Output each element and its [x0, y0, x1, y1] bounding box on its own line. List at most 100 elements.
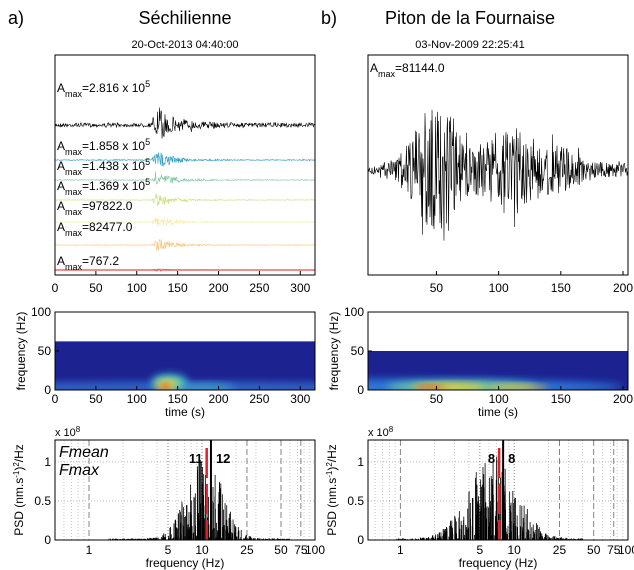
amax-text: =1.858 x 10 — [82, 139, 145, 153]
x-tick-label: 75 — [607, 543, 621, 557]
amax-label: Amax=82477.0 — [57, 220, 133, 238]
amax-label: Amax=2.816 x 105 — [57, 79, 150, 99]
amax-text: =1.438 x 10 — [82, 159, 145, 173]
y-tick-label: 0 — [44, 533, 51, 547]
waveform — [55, 268, 315, 272]
amax-symbol: A — [370, 61, 378, 75]
axes-frame — [54, 54, 316, 276]
label-text: PSD (nm.s — [12, 478, 26, 536]
amax-sub: max — [65, 167, 83, 177]
x-tick-label: 50 — [89, 392, 103, 406]
label-text: ) — [325, 467, 339, 471]
label-text: ) — [12, 467, 26, 471]
amax-text: =767.2 — [82, 254, 119, 268]
multiplier-exp: 8 — [76, 425, 81, 434]
y-tick-label: 0.5 — [347, 494, 364, 508]
x-tick-label: 25 — [553, 543, 567, 557]
amax-label: Amax=767.2 — [57, 254, 119, 272]
amax-symbol: A — [57, 81, 65, 95]
x-tick-label: 50 — [430, 281, 444, 295]
multiplier-exp: 8 — [389, 425, 394, 434]
amax-exp: 5 — [145, 79, 150, 89]
amax-sub: max — [65, 262, 83, 272]
x-tick-label: 10 — [507, 543, 521, 557]
y-multiplier: x 108 — [55, 425, 81, 440]
x-tick-label: 50 — [430, 392, 444, 406]
axes-frame — [367, 54, 629, 276]
heatmap — [368, 351, 628, 390]
amax-text: =2.816 x 10 — [82, 81, 145, 95]
waveform — [54, 171, 316, 185]
y-tick-label: 50 — [38, 344, 52, 358]
x-tick-label: 75 — [294, 543, 308, 557]
x-tick-label: 200 — [613, 281, 633, 295]
heatmap-blob — [415, 385, 446, 390]
x-tick-label: 100 — [618, 543, 634, 557]
amax-symbol: A — [57, 220, 65, 234]
heatmap-blob — [486, 384, 549, 390]
x-tick-label: 250 — [249, 281, 269, 295]
x-tick-label: 150 — [168, 392, 188, 406]
fmean-label: 12 — [216, 451, 230, 466]
heatmap-blob — [159, 383, 172, 390]
x-axis-label: time (s) — [165, 405, 205, 419]
fmax-label: 11 — [189, 451, 203, 466]
amax-label: Amax=81144.0 — [370, 61, 445, 79]
amax-text: =1.369 x 10 — [82, 179, 145, 193]
x-tick-label: 5 — [165, 543, 172, 557]
amax-sub: max — [65, 228, 83, 238]
amax-label: Amax=97822.0 — [57, 199, 133, 217]
panel-date: 03-Nov-2009 22:25:41 — [415, 39, 524, 51]
legend-entry: Fmean — [59, 444, 109, 461]
label-sup: 2 — [12, 462, 21, 467]
x-tick-label: 50 — [274, 543, 288, 557]
multiplier-text: x 10 — [55, 427, 76, 439]
x-tick-label: 10 — [195, 543, 209, 557]
x-axis-label: frequency (Hz) — [459, 556, 538, 570]
label-text: PSD (nm.s — [325, 478, 339, 536]
amax-sub: max — [65, 207, 83, 217]
amax-symbol: A — [57, 159, 65, 173]
amax-label: Amax=1.858 x 105 — [57, 137, 150, 157]
amax-text: =82477.0 — [82, 220, 133, 234]
x-tick-label: 150 — [551, 281, 571, 295]
x-tick-label: 300 — [290, 392, 310, 406]
x-tick-label: 150 — [551, 392, 571, 406]
amax-sub: max — [65, 187, 83, 197]
label-sup: -1 — [325, 470, 334, 478]
x-tick-label: 200 — [613, 392, 633, 406]
legend-entry: Fmax — [59, 462, 100, 479]
amax-text: =97822.0 — [82, 199, 133, 213]
y-tick-label: 100 — [344, 305, 364, 319]
amax-label: Amax=1.438 x 105 — [57, 157, 150, 177]
x-tick-label: 50 — [89, 281, 103, 295]
fmax-label: 8 — [488, 451, 495, 466]
amax-exp: 5 — [145, 157, 150, 167]
y-multiplier: x 108 — [368, 425, 394, 440]
y-axis-label: frequency (Hz) — [14, 312, 28, 391]
x-tick-label: 100 — [127, 392, 147, 406]
heatmap — [55, 341, 315, 390]
x-tick-label: 1 — [86, 543, 93, 557]
waveform — [367, 109, 629, 241]
x-tick-label: 25 — [240, 543, 254, 557]
panel-letter: b) — [321, 8, 337, 28]
amax-exp: 5 — [145, 137, 150, 147]
y-tick-label: 100 — [31, 305, 51, 319]
x-tick-label: 100 — [489, 281, 509, 295]
axes-frame — [367, 439, 629, 541]
amax-exp: 5 — [145, 177, 150, 187]
waveform — [54, 152, 316, 167]
x-tick-label: 100 — [305, 543, 325, 557]
panel-title: Piton de la Fournaise — [385, 8, 555, 28]
y-tick-label: 0 — [357, 383, 364, 397]
x-axis-label: time (s) — [478, 405, 518, 419]
axes-frame — [54, 439, 316, 541]
label-text: /Hz — [325, 444, 339, 462]
y-axis-label: frequency (Hz) — [327, 312, 341, 391]
waveform — [54, 193, 316, 206]
amax-sub: max — [65, 89, 83, 99]
panel-title: Séchilienne — [138, 8, 231, 28]
x-tick-label: 200 — [209, 392, 229, 406]
